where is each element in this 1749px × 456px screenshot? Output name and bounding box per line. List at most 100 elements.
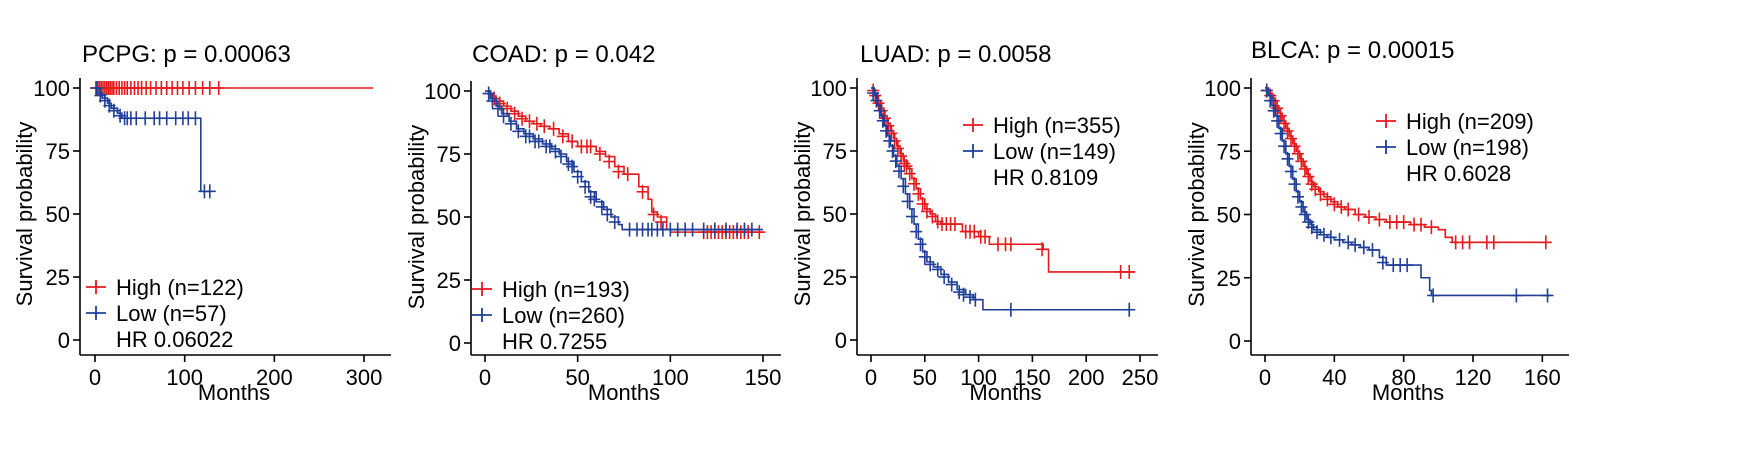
y-tick-label: 25: [46, 265, 70, 290]
censor-mark-high: [1285, 131, 1297, 146]
censor-mark-low: [1004, 302, 1017, 317]
censor-mark-high: [898, 156, 911, 171]
censor-mark-high: [556, 129, 569, 144]
censor-mark-high: [903, 166, 916, 181]
legend: High (n=209)Low (n=198)HR 0.6028: [1376, 109, 1534, 186]
censor-mark-high: [523, 114, 536, 129]
censor-mark-low: [90, 81, 103, 95]
censor-mark-low: [532, 134, 545, 149]
censor-mark-high: [916, 196, 929, 211]
censor-mark-low: [1366, 242, 1379, 257]
y-tick-label: 75: [437, 142, 461, 167]
censor-mark-low: [1295, 199, 1308, 214]
censor-mark-high: [621, 167, 634, 182]
censor-mark-low: [1274, 126, 1287, 141]
censor-mark-low: [497, 109, 510, 124]
x-tick-label: 120: [1455, 365, 1492, 390]
censor-mark-low: [1357, 240, 1370, 255]
x-tick-label: 200: [256, 365, 293, 390]
censor-mark-low: [189, 111, 202, 126]
legend-label-high: High (n=209): [1406, 109, 1534, 134]
censor-mark-high: [1302, 169, 1315, 184]
legend-label-high: High (n=122): [116, 275, 244, 300]
censor-mark-high: [1342, 202, 1355, 217]
y-tick-label: 0: [449, 331, 461, 356]
censor-mark-high: [1328, 197, 1341, 212]
censor-mark-low: [886, 144, 899, 158]
chart-title: PCPG: p = 0.00063: [82, 41, 291, 68]
y-tick-label: 50: [1217, 203, 1241, 228]
chart-title: COAD: p = 0.042: [472, 41, 655, 68]
censor-mark-low: [1271, 113, 1284, 128]
censor-mark-high: [516, 111, 529, 126]
censor-mark-low: [1333, 232, 1346, 247]
censor-mark-low: [1123, 302, 1136, 317]
survival-curve-low: [95, 87, 212, 193]
censor-mark-low: [1281, 151, 1294, 166]
censor-mark-low: [601, 207, 614, 222]
censor-mark-low: [1298, 207, 1311, 222]
legend-label-low: Low (n=57): [116, 301, 227, 326]
km-panel-3: LUAD: p = 0.0058 0 25 50 75 100 0 50 100 150 200 25…: [790, 41, 1158, 405]
y-tick-label: 50: [823, 202, 847, 227]
legend-key-high: [86, 280, 106, 294]
censor-mark-high: [655, 215, 668, 230]
censor-mark-low: [957, 287, 970, 302]
x-tick-label: 50: [565, 365, 589, 390]
censor-mark-high: [1539, 235, 1552, 250]
y-tick-label: 0: [835, 328, 847, 353]
censor-mark-high: [1036, 242, 1049, 257]
censor-mark-high: [584, 139, 597, 154]
x-axis-label: Months: [969, 380, 1041, 405]
survival-curve-high: [1265, 87, 1551, 244]
km-panel-4: BLCA: p = 0.00015 0 25 50 75 100 0 40 80 120 160 Mo…: [1184, 37, 1569, 405]
y-tick-label: 100: [33, 76, 70, 101]
censor-mark-low: [1291, 189, 1304, 204]
censor-mark-low: [901, 194, 914, 209]
censor-mark-high: [1321, 192, 1334, 207]
censor-mark-high: [547, 121, 560, 136]
censor-mark-high: [900, 159, 913, 174]
legend: High (n=193)Low (n=260)HR 0.7255: [472, 277, 630, 354]
legend-key-high: [1376, 114, 1396, 128]
censor-mark-high: [1298, 161, 1311, 176]
censor-mark-high: [908, 176, 921, 191]
hazard-ratio-label: HR 0.7255: [502, 329, 607, 354]
y-tick-label: 50: [437, 205, 461, 230]
censor-mark-low: [1260, 83, 1273, 98]
censor-mark-low: [969, 292, 982, 307]
x-tick-label: 250: [1122, 365, 1159, 390]
censor-mark-high: [1295, 154, 1308, 169]
censor-mark-low: [867, 86, 880, 101]
y-tick-label: 100: [424, 79, 461, 104]
censor-mark-low: [1427, 288, 1440, 303]
legend-key-high: [472, 282, 492, 296]
censor-mark-low: [1267, 103, 1280, 118]
censor-mark-low: [571, 169, 584, 184]
x-tick-label: 160: [1524, 365, 1561, 390]
x-tick-label: 0: [1259, 365, 1271, 390]
x-tick-label: 50: [913, 365, 937, 390]
x-tick-label: 0: [89, 365, 101, 390]
censor-mark-high: [1291, 146, 1304, 161]
x-tick-label: 150: [1014, 365, 1051, 390]
censor-mark-low: [918, 249, 931, 264]
censor-mark-low: [1317, 227, 1330, 242]
censor-mark-high: [1415, 217, 1427, 232]
y-tick-label: 50: [46, 202, 70, 227]
censor-mark-low: [1324, 230, 1337, 245]
censor-mark-low: [697, 222, 710, 237]
y-tick-label: 75: [46, 139, 70, 164]
censor-mark-high: [612, 164, 625, 179]
censor-mark-high: [530, 116, 543, 131]
x-tick-label: 150: [745, 365, 782, 390]
censor-mark-low: [870, 93, 883, 108]
y-tick-label: 25: [1217, 266, 1241, 291]
censor-mark-low: [931, 262, 944, 277]
censor-mark-high: [1314, 187, 1327, 202]
censor-mark-high: [1487, 235, 1500, 250]
legend-label-low: Low (n=198): [1406, 135, 1529, 160]
legend-key-high: [963, 118, 983, 132]
censor-mark-high: [1281, 124, 1294, 139]
km-panel-1: PCPG: p = 0.00063 0 25 50 75 100 0 100 200 300 Mon…: [12, 41, 391, 405]
